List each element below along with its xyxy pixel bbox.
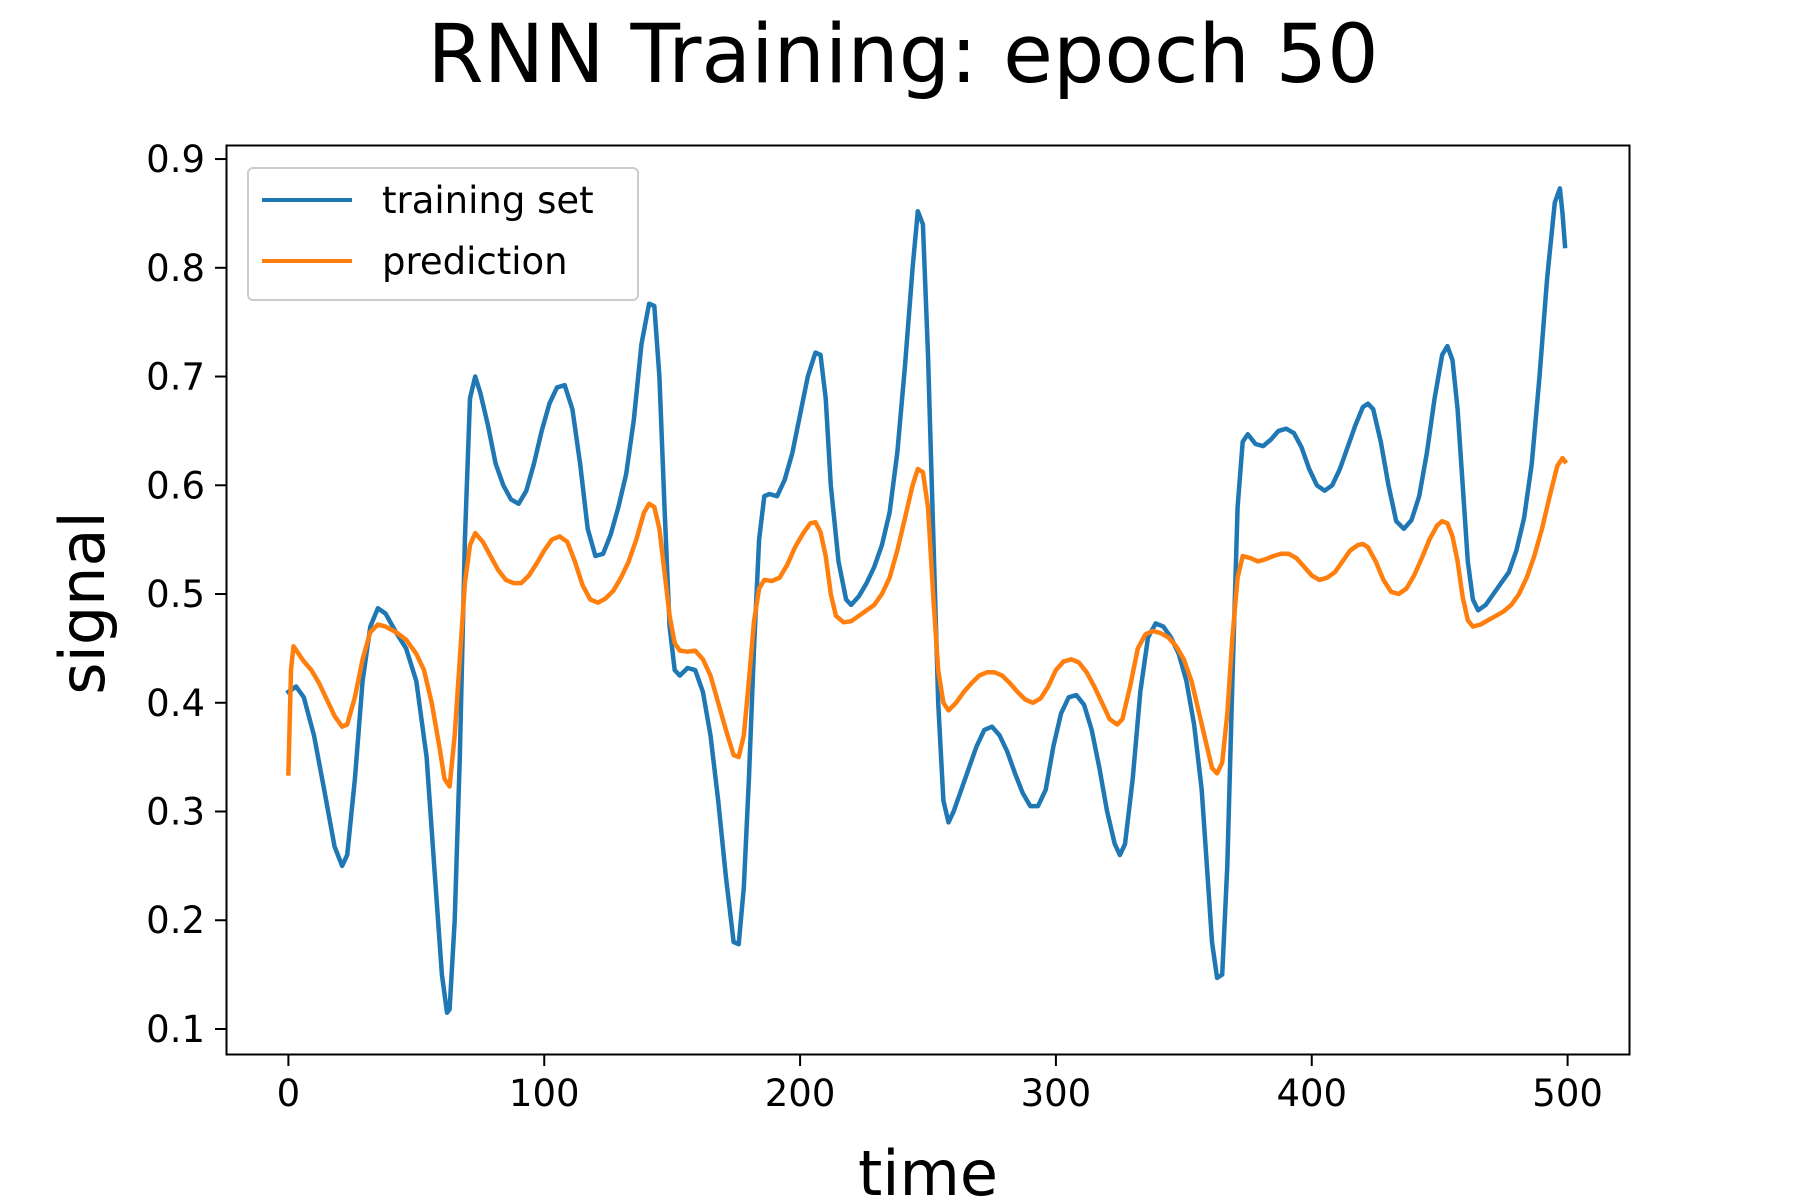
x-tick-label: 400 (1276, 1072, 1347, 1115)
plot-frame (225, 144, 1631, 1056)
x-tick-label: 100 (509, 1072, 580, 1115)
x-tick-label: 0 (277, 1072, 301, 1115)
y-tick-label: 0.4 (146, 682, 205, 725)
legend-label-prediction: prediction (382, 240, 568, 283)
legend: training set prediction (247, 167, 639, 301)
x-tick-label: 200 (765, 1072, 836, 1115)
series-layer (285, 186, 1569, 1015)
x-tick-label: 500 (1532, 1072, 1603, 1115)
ticks-layer: 0 100 200 300 400 500 0.1 0.2 0.3 0.4 0.5 0.6 0.7 0.8… (146, 138, 1603, 1115)
series-line-prediction (286, 455, 1569, 789)
y-tick-label: 0.5 (146, 573, 205, 616)
y-tick-label: 0.9 (146, 138, 205, 181)
y-tick-label: 0.7 (146, 356, 205, 399)
y-tick-label: 0.8 (146, 247, 205, 290)
y-tick-label: 0.2 (146, 899, 205, 942)
y-tick-label: 0.3 (146, 791, 205, 834)
y-tick-label: 0.6 (146, 464, 205, 507)
x-tick-label: 300 (1021, 1072, 1092, 1115)
series-line-training-set (285, 186, 1568, 1015)
legend-label-training-set: training set (382, 179, 594, 222)
x-axis-label: time (858, 1137, 998, 1200)
chart-title: RNN Training: epoch 50 (427, 8, 1378, 102)
y-axis-label: signal (46, 511, 119, 694)
y-tick-label: 0.1 (146, 1008, 205, 1051)
